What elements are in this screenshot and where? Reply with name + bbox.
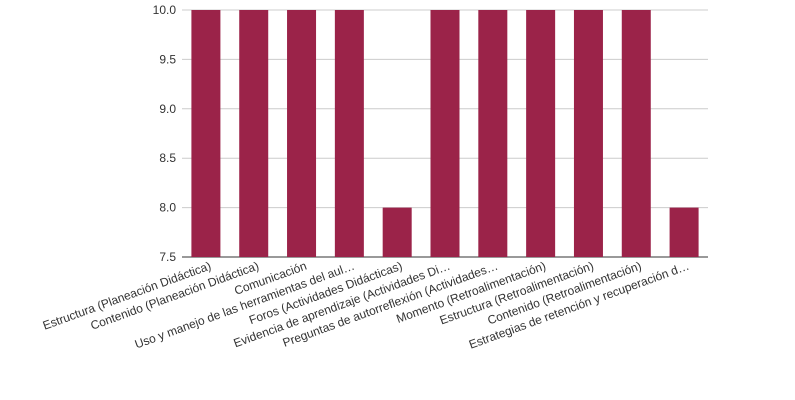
bar [191, 10, 221, 257]
y-tick-label: 7.5 [159, 250, 176, 264]
y-tick-label: 10.0 [153, 3, 177, 17]
bar [526, 10, 556, 257]
bar [621, 10, 651, 257]
bar [239, 10, 269, 257]
y-tick-label: 9.0 [159, 102, 176, 116]
bar [287, 10, 317, 257]
bar [382, 207, 412, 257]
y-tick-label: 9.5 [159, 52, 176, 66]
y-axis-ticks: 7.5 8.0 8.5 9.0 9.5 10.0 [153, 3, 177, 264]
y-tick-label: 8.0 [159, 201, 176, 215]
bar [478, 10, 508, 257]
bar [334, 10, 364, 257]
x-axis-labels: Estructura (Planeación Didáctica)Conteni… [41, 259, 691, 352]
bar [430, 10, 460, 257]
bar [573, 10, 603, 257]
bar [669, 207, 699, 257]
bars [191, 10, 699, 257]
y-tick-label: 8.5 [159, 151, 176, 165]
